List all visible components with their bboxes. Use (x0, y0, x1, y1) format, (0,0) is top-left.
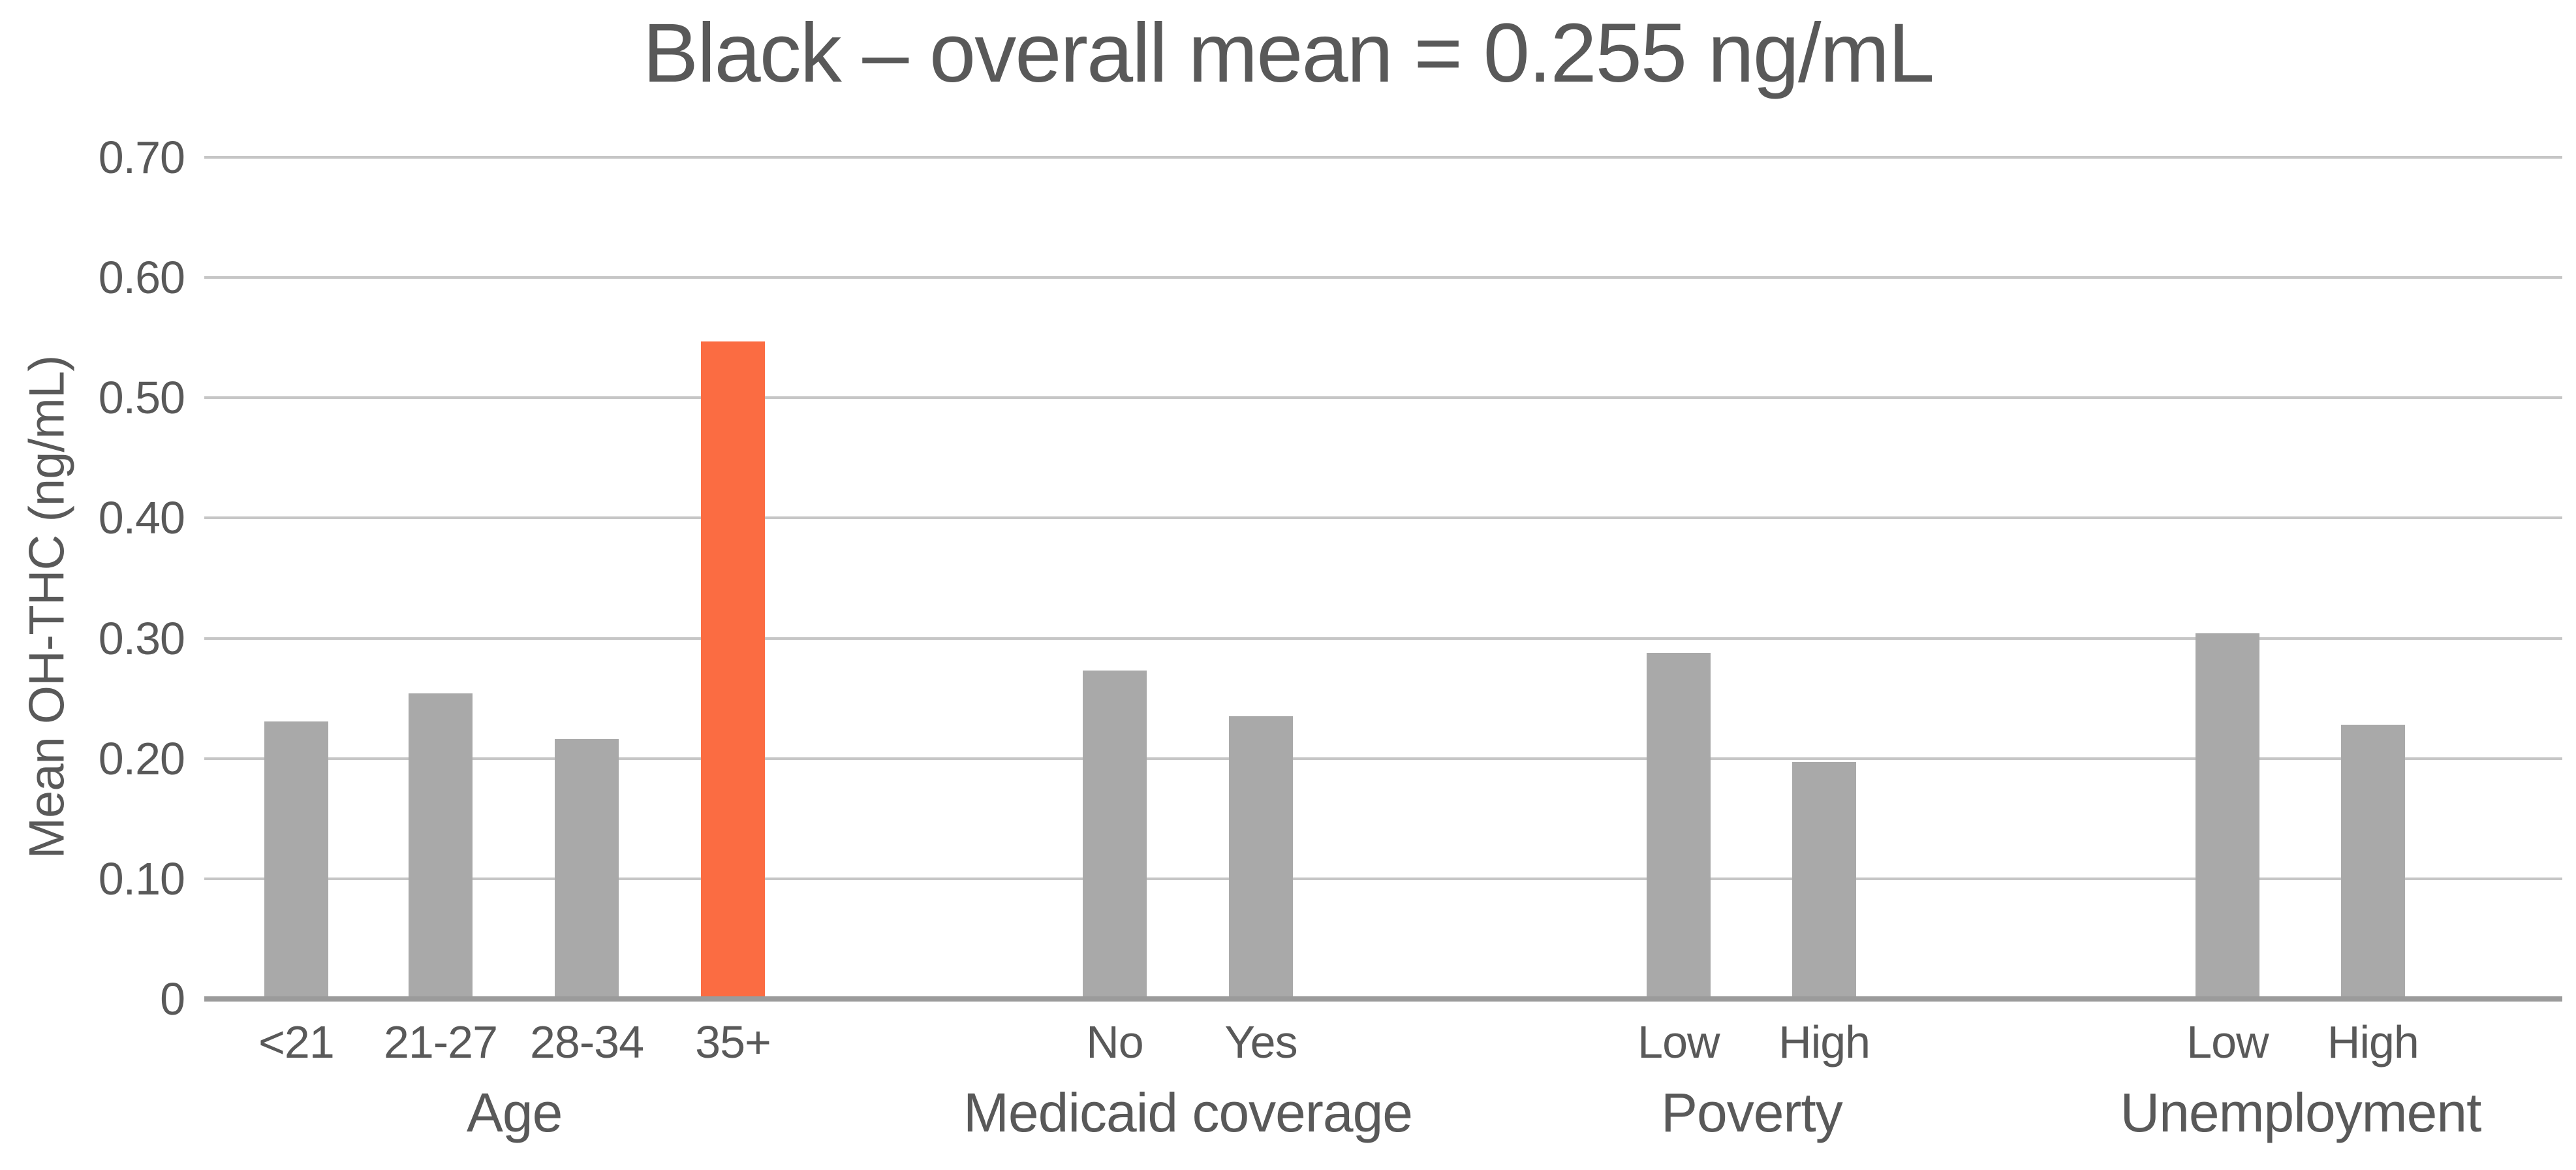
bar-High (2340, 725, 2405, 999)
bar-Low (1646, 653, 1711, 999)
y-tick-label: 0.50 (98, 372, 185, 424)
y-tick-label: 0.20 (98, 733, 185, 784)
gridline (204, 156, 2562, 159)
bar-28-34 (555, 739, 619, 999)
category-label: 28-34 (529, 1017, 644, 1067)
category-label: No (1086, 1017, 1143, 1067)
y-tick-label: 0.40 (98, 492, 185, 544)
gridline (204, 396, 2562, 400)
chart-title: Black – overall mean = 0.255 ng/mL (642, 7, 1935, 100)
gridline (204, 516, 2562, 520)
x-axis-group-labels: Age Medicaid coverage Poverty Unemployment (204, 1081, 2562, 1153)
gridline (204, 637, 2562, 640)
bar-High (1792, 762, 1857, 999)
group-label: Medicaid coverage (963, 1082, 1413, 1143)
group-label: Poverty (1660, 1082, 1843, 1143)
y-tick-label: 0.10 (98, 853, 185, 904)
y-tick-label: 0.70 (98, 132, 185, 183)
bar-Yes (1228, 716, 1293, 999)
bar-Low (2195, 633, 2259, 999)
y-tick-label: 0.60 (98, 252, 185, 304)
bar-No (1082, 671, 1147, 999)
y-tick-label: 0.30 (98, 612, 185, 664)
category-label: 21-27 (383, 1017, 498, 1067)
category-label: Low (1637, 1017, 1720, 1067)
x-axis-category-labels: <21 21-27 28-34 35+ No Yes Low High Low High (204, 1016, 2562, 1075)
category-label: 35+ (695, 1017, 771, 1067)
plot-area (204, 156, 2562, 1002)
category-label: Yes (1224, 1017, 1297, 1067)
category-label: High (1778, 1017, 1870, 1067)
gridline (204, 877, 2562, 880)
group-label: Unemployment (2120, 1082, 2481, 1143)
category-label: <21 (258, 1017, 335, 1067)
gridline (204, 757, 2562, 760)
category-label: High (2327, 1017, 2419, 1067)
group-label: Age (466, 1082, 563, 1143)
gridline (204, 276, 2562, 279)
category-label: Low (2186, 1017, 2269, 1067)
bar-<21 (264, 721, 328, 999)
y-axis-tick-labels: 0.70 0.60 0.50 0.40 0.30 0.20 0.10 0 (0, 134, 185, 1022)
x-axis-line (204, 996, 2562, 1002)
bar-highlighted-35+ (701, 341, 766, 999)
bar-21-27 (409, 693, 473, 999)
y-tick-label: 0 (160, 973, 185, 1024)
